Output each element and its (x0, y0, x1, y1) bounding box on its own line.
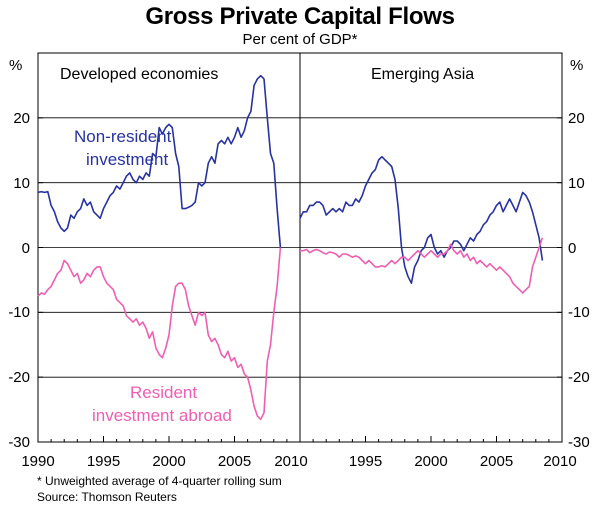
y-tick-right: -20 (568, 369, 590, 386)
developed-non-resident-line (37, 74, 282, 248)
gridlines (38, 117, 562, 378)
y-tick-right: 10 (568, 175, 585, 192)
emerging-asia-resident-line (300, 237, 544, 294)
x-tick-right: 1995 (349, 453, 382, 470)
y-tick-right: 0 (568, 240, 576, 257)
y-tick-left: -10 (8, 304, 30, 321)
chart-subtitle: Per cent of GDP* (242, 31, 358, 48)
series-layer (37, 74, 544, 421)
panel-title-emerging-asia: Emerging Asia (371, 66, 474, 83)
axis-ticks (37, 52, 563, 443)
x-tick-right: 2005 (480, 453, 513, 470)
y-tick-right: 20 (568, 110, 585, 127)
panel-title-developed: Developed economies (60, 66, 218, 83)
chart-title: Gross Private Capital Flows (145, 3, 455, 30)
y-tick-left: -20 (8, 369, 30, 386)
x-tick-left: 2000 (152, 453, 185, 470)
y-tick-left: 10 (13, 175, 30, 192)
annotation-investment-abroad: investment abroad (92, 406, 232, 425)
y-tick-left: 20 (13, 110, 30, 127)
x-tick-left: 1995 (87, 453, 120, 470)
annotation-investment: investment (86, 150, 168, 169)
x-tick-left: 1990 (21, 453, 54, 470)
x-tick-right: 2010 (543, 453, 576, 470)
annotation-resident: Resident (130, 383, 197, 402)
x-tick-left: 2010 (274, 453, 307, 470)
developed-resident-line (37, 247, 282, 421)
y-tick-right: -30 (568, 434, 590, 451)
x-tick-right: 2000 (414, 453, 447, 470)
footnote: * Unweighted average of 4-quarter rollin… (37, 474, 282, 488)
source-note: Source: Thomson Reuters (37, 490, 177, 504)
y-tick-right: -10 (568, 304, 590, 321)
x-tick-left: 2005 (218, 453, 251, 470)
y-axis-label-left: % (9, 57, 22, 74)
y-axis-label-right: % (570, 57, 583, 74)
y-tick-left: 0 (22, 240, 30, 257)
emerging-asia-non-resident-line (299, 155, 544, 285)
annotation-non-resident: Non-resident (74, 127, 172, 146)
y-tick-left: -30 (8, 434, 30, 451)
